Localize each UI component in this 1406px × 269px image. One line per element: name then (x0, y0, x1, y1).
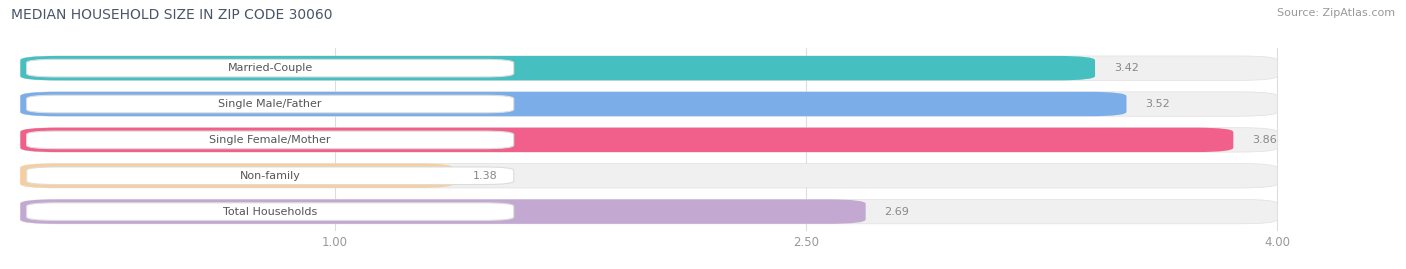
Text: 1.38: 1.38 (472, 171, 498, 181)
FancyBboxPatch shape (20, 199, 1277, 224)
FancyBboxPatch shape (27, 59, 513, 77)
FancyBboxPatch shape (27, 167, 513, 185)
FancyBboxPatch shape (20, 56, 1095, 80)
FancyBboxPatch shape (20, 164, 454, 188)
FancyBboxPatch shape (20, 92, 1126, 116)
FancyBboxPatch shape (27, 203, 513, 220)
Text: Single Female/Mother: Single Female/Mother (209, 135, 330, 145)
FancyBboxPatch shape (20, 128, 1277, 152)
Text: Source: ZipAtlas.com: Source: ZipAtlas.com (1277, 8, 1395, 18)
FancyBboxPatch shape (20, 56, 1277, 80)
Text: Total Households: Total Households (224, 207, 318, 217)
FancyBboxPatch shape (20, 128, 1233, 152)
Text: 3.42: 3.42 (1114, 63, 1139, 73)
Text: Single Male/Father: Single Male/Father (218, 99, 322, 109)
Text: 2.69: 2.69 (884, 207, 910, 217)
FancyBboxPatch shape (20, 92, 1277, 116)
FancyBboxPatch shape (20, 199, 866, 224)
FancyBboxPatch shape (27, 131, 513, 149)
Text: Married-Couple: Married-Couple (228, 63, 312, 73)
Text: 3.52: 3.52 (1146, 99, 1170, 109)
FancyBboxPatch shape (27, 95, 513, 113)
Text: MEDIAN HOUSEHOLD SIZE IN ZIP CODE 30060: MEDIAN HOUSEHOLD SIZE IN ZIP CODE 30060 (11, 8, 333, 22)
Text: 3.86: 3.86 (1253, 135, 1277, 145)
Text: Non-family: Non-family (240, 171, 301, 181)
FancyBboxPatch shape (20, 164, 1277, 188)
